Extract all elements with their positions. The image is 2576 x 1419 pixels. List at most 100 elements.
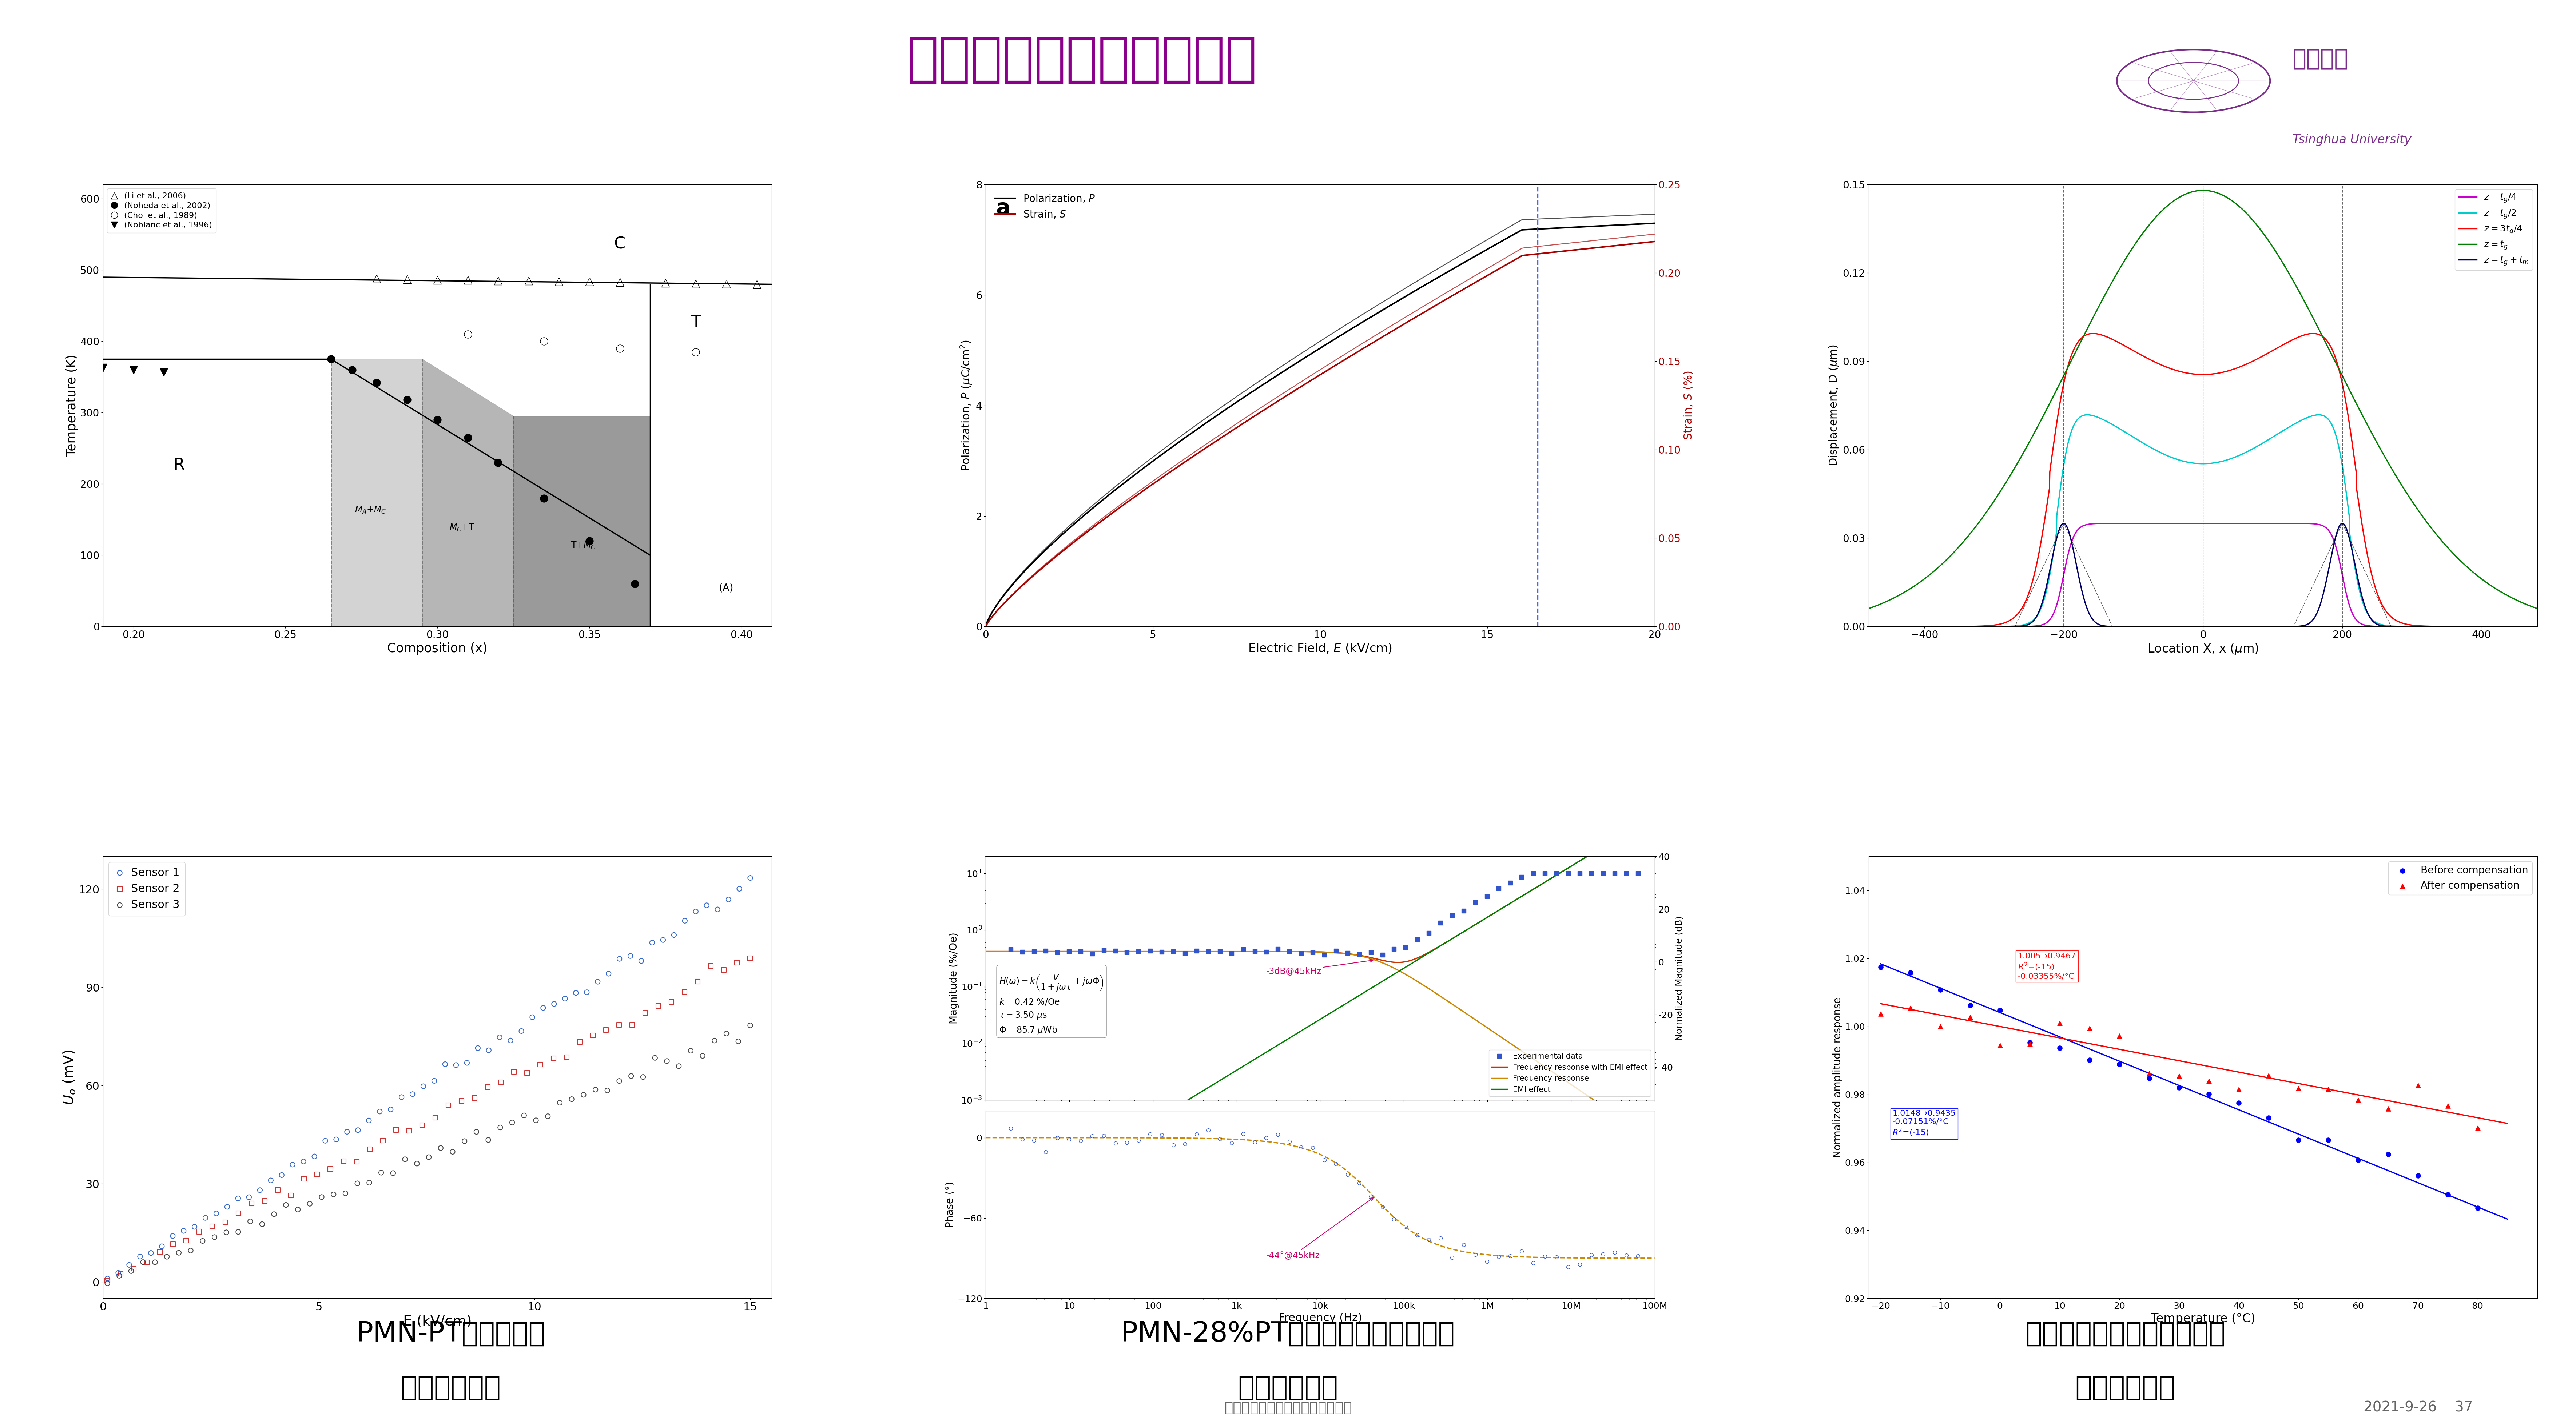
Sensor 1 <box>523 996 564 1019</box>
Sensor 1 <box>489 1029 531 1051</box>
Sensor 1 <box>544 988 585 1010</box>
Legend: Sensor 1, Sensor 2, Sensor 3: Sensor 1, Sensor 2, Sensor 3 <box>108 861 185 915</box>
$z=t_g/4$ <box>1875 619 1906 636</box>
X-axis label: Temperature (°C): Temperature (°C) <box>2151 1313 2257 1325</box>
Experimental data <box>1517 866 1548 883</box>
$z=3t_g/4$ <box>2535 619 2566 636</box>
Sensor 3 <box>325 1182 366 1205</box>
Sensor 2 <box>283 1168 325 1191</box>
Before compensation <box>2040 1037 2081 1060</box>
Sensor 1 <box>611 945 652 968</box>
Sensor 3 <box>193 1226 234 1249</box>
$z=t_g/4$ <box>2187 515 2218 532</box>
Sensor 1 <box>415 1070 456 1093</box>
Sensor 2 <box>152 1233 193 1256</box>
(Noheda et al., 2002) <box>482 454 513 471</box>
Before compensation <box>2099 1053 2141 1076</box>
Before compensation <box>1919 979 1960 1002</box>
Text: PMN-PT晋体相态图: PMN-PT晋体相态图 <box>355 1321 546 1347</box>
Text: a: a <box>997 197 1010 219</box>
$z=t_g+t_m$ <box>1875 619 1906 636</box>
(Noheda et al., 2002) <box>422 412 453 429</box>
Text: $M_A$+$M_C$: $M_A$+$M_C$ <box>355 505 386 515</box>
EMI effect <box>1296 1016 1327 1033</box>
Sensor 1 <box>456 1037 497 1060</box>
(Noheda et al., 2002) <box>337 362 368 379</box>
Line: $z=3t_g/4$: $z=3t_g/4$ <box>1855 333 2550 627</box>
(Noheda et al., 2002) <box>361 375 392 392</box>
Sensor 3 <box>312 1183 353 1206</box>
Before compensation <box>2218 1091 2259 1114</box>
Sensor 1 <box>479 1026 520 1049</box>
$z=3t_g/4$ <box>1875 619 1906 636</box>
Before compensation <box>2190 1083 2231 1105</box>
Sensor 1 <box>152 1225 193 1247</box>
$z=t_g/4$ <box>2535 619 2566 636</box>
Before compensation <box>2427 1183 2468 1206</box>
After compensation <box>1950 1006 1991 1029</box>
Text: (A): (A) <box>719 583 734 593</box>
After compensation <box>2218 1078 2259 1101</box>
Polarization, $P$ <box>1293 348 1324 365</box>
Polarization, $P$ <box>1368 301 1399 318</box>
Before compensation <box>2249 1107 2290 1130</box>
(Noheda et al., 2002) <box>392 392 422 409</box>
Sensor 1 <box>175 1216 216 1239</box>
Sensor 3 <box>183 1230 224 1253</box>
Sensor 1 <box>425 1053 466 1076</box>
Sensor 3 <box>719 1030 760 1053</box>
X-axis label: Electric Field, $E$ (kV/cm): Electric Field, $E$ (kV/cm) <box>1249 643 1391 654</box>
Sensor 1 <box>500 1020 541 1043</box>
Sensor 3 <box>157 1242 198 1264</box>
Frequency response with EMI effect <box>1638 807 1669 824</box>
Sensor 2 <box>139 1240 180 1263</box>
Experimental data <box>1610 866 1641 883</box>
Frequency response with EMI effect <box>1278 944 1309 961</box>
Sensor 2 <box>389 1120 430 1142</box>
Sensor 1 <box>131 1242 173 1264</box>
Experimental data <box>1623 866 1654 883</box>
Sensor 3 <box>397 1152 438 1175</box>
Legend: Before compensation, After compensation: Before compensation, After compensation <box>2388 861 2532 895</box>
Line: Frequency response with EMI effect: Frequency response with EMI effect <box>987 816 1654 962</box>
Sensor 2 <box>428 1094 469 1117</box>
EMI effect <box>1005 1193 1036 1210</box>
Strain, $S$ <box>1288 376 1319 393</box>
Sensor 1 <box>337 1118 379 1141</box>
Sensor 2 <box>479 1071 520 1094</box>
Y-axis label: Strain, $S$ (%): Strain, $S$ (%) <box>1682 370 1695 440</box>
Sensor 2 <box>495 1060 536 1083</box>
$z=t_g/2$ <box>1875 619 1906 636</box>
Frequency response <box>1638 1132 1669 1149</box>
Sensor 1 <box>719 877 760 900</box>
After compensation <box>2458 1117 2499 1139</box>
Sensor 1 <box>358 1100 399 1122</box>
Sensor 1 <box>654 924 696 946</box>
Sensor 2 <box>415 1107 456 1130</box>
Sensor 3 <box>433 1141 474 1164</box>
Sensor 1 <box>294 1145 335 1168</box>
After compensation <box>2367 1097 2409 1120</box>
$z=t_g/4$ <box>2388 619 2419 636</box>
X-axis label: E (kV/cm): E (kV/cm) <box>402 1314 471 1328</box>
$z=t_g/4$ <box>2159 515 2190 532</box>
$z=t_g/4$ <box>2517 619 2548 636</box>
Strain, $S$ <box>1638 233 1669 250</box>
Sensor 1 <box>283 1151 325 1174</box>
Sensor 1 <box>88 1267 129 1290</box>
Text: 清华大学: 清华大学 <box>2293 47 2349 70</box>
Sensor 1 <box>142 1235 183 1257</box>
$z=t_g$ <box>2517 597 2548 614</box>
(Li et al., 2006) <box>574 272 605 289</box>
Sensor 3 <box>219 1220 260 1243</box>
After compensation <box>1919 1016 1960 1039</box>
Sensor 2 <box>665 981 706 1003</box>
Sensor 2 <box>623 1002 665 1025</box>
Sensor 3 <box>337 1172 379 1195</box>
Text: 形变特征在不同平面的分布: 形变特征在不同平面的分布 <box>2025 1321 2226 1347</box>
(Noheda et al., 2002) <box>621 575 652 592</box>
Sensor 2 <box>729 946 770 969</box>
Frequency response with EMI effect <box>1497 894 1528 911</box>
Line: (Li et al., 2006): (Li et al., 2006) <box>374 274 760 288</box>
Experimental data <box>1146 944 1177 961</box>
